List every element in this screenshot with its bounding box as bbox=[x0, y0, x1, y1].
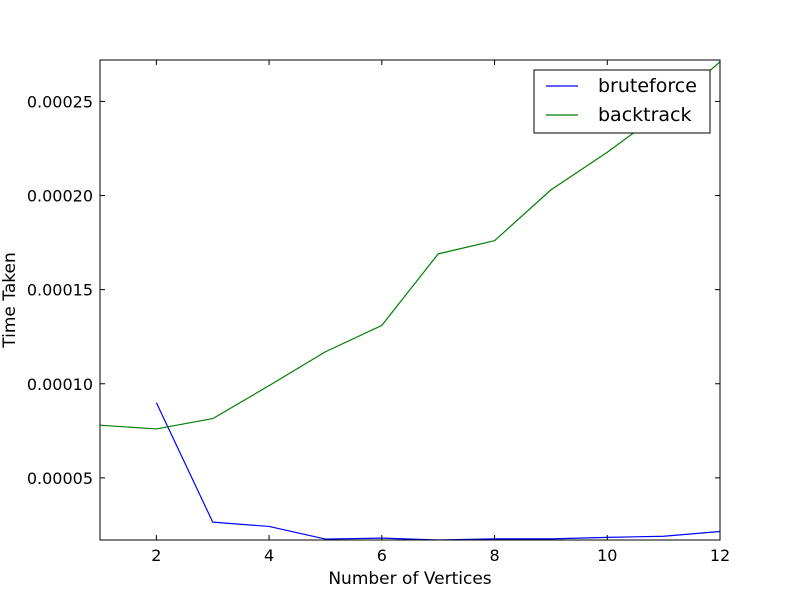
x-tick-label: 8 bbox=[489, 546, 499, 565]
legend-label-bruteforce: bruteforce bbox=[598, 75, 697, 97]
y-axis-label: Time Taken bbox=[0, 252, 20, 348]
tick-layer: 2 4 6 8 10 12 0.00005 0.00010 0.00015 0.00020 0.00… bbox=[27, 60, 730, 565]
y-tick-label: 0.00025 bbox=[27, 92, 93, 111]
x-tick-label: 4 bbox=[264, 546, 274, 565]
x-tick-label: 2 bbox=[151, 546, 161, 565]
legend-box bbox=[533, 69, 711, 134]
y-tick-label: 0.00015 bbox=[27, 281, 93, 300]
y-tick-label: 0.00020 bbox=[27, 187, 93, 206]
plot-area bbox=[100, 60, 720, 540]
series-line-backtrack bbox=[100, 61, 720, 430]
series-layer bbox=[100, 61, 720, 540]
y-tick-label: 0.00005 bbox=[27, 469, 93, 488]
legend: bruteforce backtrack bbox=[533, 69, 711, 134]
x-tick-label: 12 bbox=[710, 546, 730, 565]
x-tick-label: 6 bbox=[377, 546, 387, 565]
x-axis-label: Number of Vertices bbox=[328, 569, 491, 589]
plot-frame bbox=[99, 59, 721, 541]
y-tick-label: 0.00010 bbox=[27, 375, 93, 394]
legend-label-backtrack: backtrack bbox=[598, 104, 692, 126]
series-line-bruteforce bbox=[155, 402, 720, 540]
x-tick-label: 10 bbox=[597, 546, 617, 565]
